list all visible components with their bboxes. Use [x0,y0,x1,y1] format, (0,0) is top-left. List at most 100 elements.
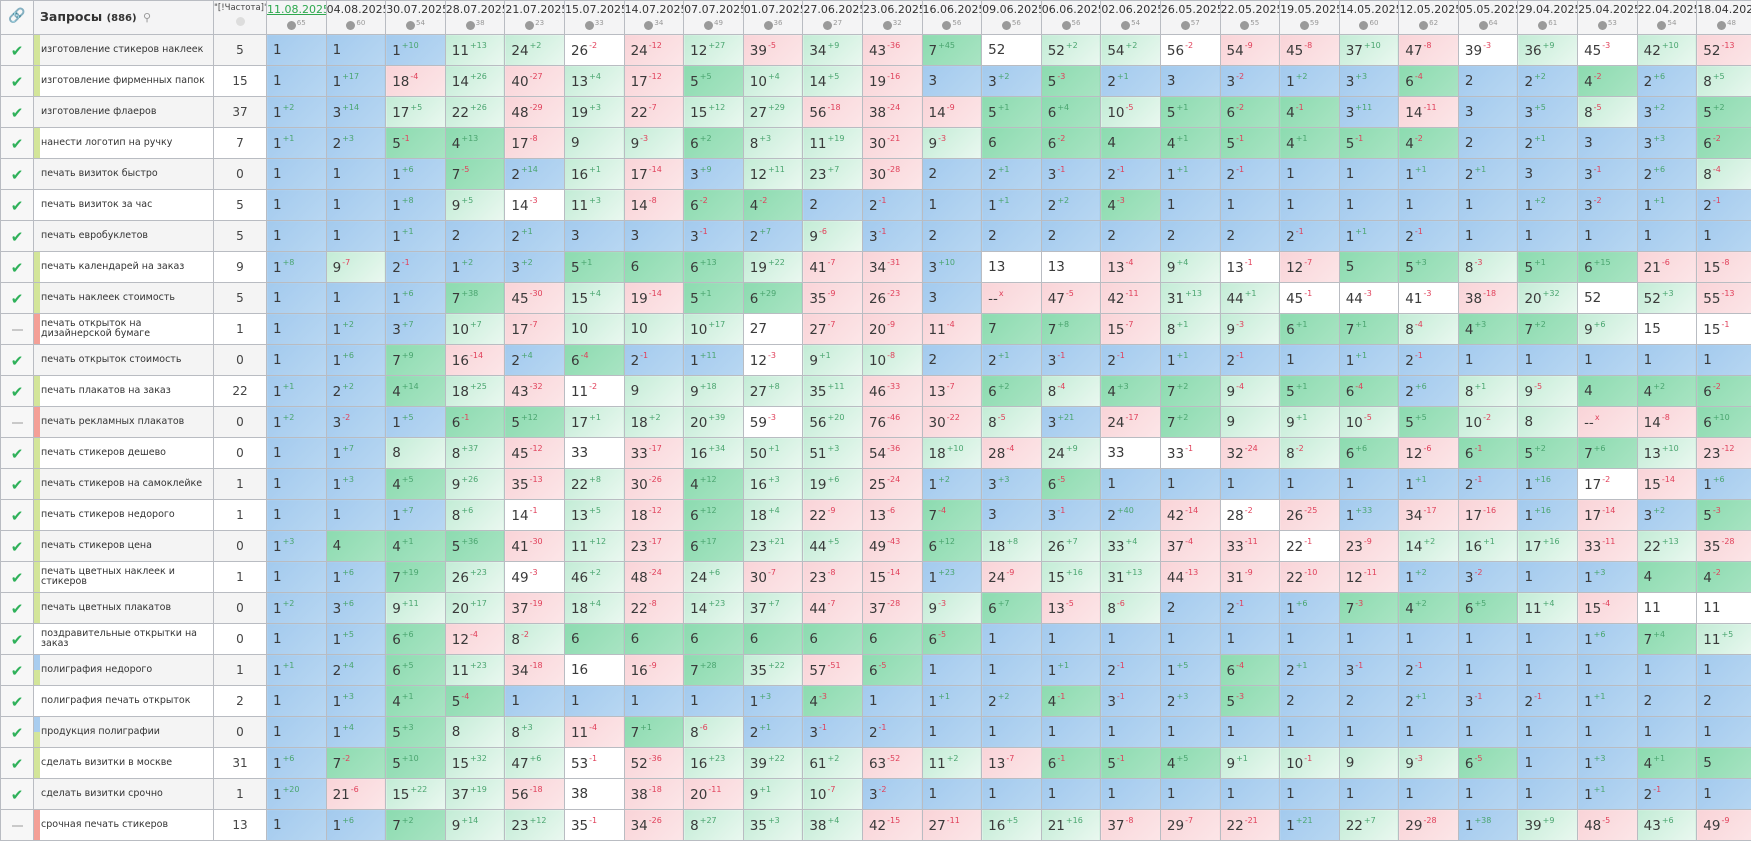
position-cell[interactable]: 21-6 [326,779,386,810]
position-cell[interactable]: 12-11 [1339,562,1399,593]
position-cell[interactable]: 16+5 [982,810,1042,841]
position-cell[interactable]: 1 [1101,717,1161,748]
position-cell[interactable]: 8-2 [505,624,565,655]
position-cell[interactable]: 4-2 [1697,562,1751,593]
position-cell[interactable]: 1+6 [1280,593,1340,624]
position-cell[interactable]: 12-3 [743,345,803,376]
position-cell[interactable]: 1+8 [386,190,446,221]
position-cell[interactable]: 8-3 [1458,252,1518,283]
position-cell[interactable]: 24-12 [624,35,684,66]
position-cell[interactable]: 48-5 [1578,810,1638,841]
position-cell[interactable]: 5-1 [1220,128,1280,159]
position-cell[interactable]: 3-1 [684,221,744,252]
position-cell[interactable]: 3 [1518,159,1578,190]
position-cell[interactable]: 10+17 [684,314,744,345]
position-cell[interactable]: 21-6 [1637,252,1697,283]
position-cell[interactable]: 1 [1518,748,1578,779]
query-cell[interactable]: печать стикеров цена [34,531,214,562]
position-cell[interactable]: 26-2 [564,35,624,66]
position-cell[interactable]: 3-1 [1458,686,1518,717]
position-cell[interactable]: 1 [1399,624,1459,655]
position-cell[interactable]: 15+32 [445,748,505,779]
position-cell[interactable]: 11-2 [564,376,624,407]
position-cell[interactable]: 12-6 [1399,438,1459,469]
position-cell[interactable]: 6+12 [922,531,982,562]
position-cell[interactable]: 14-9 [922,97,982,128]
position-cell[interactable]: 15+4 [564,283,624,314]
position-cell[interactable]: 37-4 [1160,531,1220,562]
position-cell[interactable]: 8-4 [1399,314,1459,345]
status-cell[interactable]: ✔ [1,159,34,190]
query-cell[interactable]: печать наклеек стоимость [34,283,214,314]
position-cell[interactable]: 10 [624,314,684,345]
position-cell[interactable]: 1 [1339,159,1399,190]
checkmark-icon[interactable]: ✔ [11,228,24,246]
position-cell[interactable]: 3+11 [1339,97,1399,128]
position-cell[interactable]: 51+3 [803,438,863,469]
position-cell[interactable]: 17-2 [1578,469,1638,500]
position-cell[interactable]: 3-2 [1458,562,1518,593]
position-cell[interactable]: 3+2 [1637,97,1697,128]
position-cell[interactable]: 1 [1458,190,1518,221]
position-cell[interactable]: 1+2 [1518,190,1578,221]
position-cell[interactable]: 1 [1339,717,1399,748]
position-cell[interactable]: 23+7 [803,159,863,190]
position-cell[interactable]: 17+1 [564,407,624,438]
position-cell[interactable]: 15-7 [1101,314,1161,345]
position-cell[interactable]: 2+3 [326,128,386,159]
position-cell[interactable]: 2+1 [1399,686,1459,717]
position-cell[interactable]: 10+7 [445,314,505,345]
position-cell[interactable]: 9+6 [1578,314,1638,345]
position-cell[interactable]: 4+2 [1399,593,1459,624]
position-cell[interactable]: 6 [803,624,863,655]
position-cell[interactable]: 1 [267,345,327,376]
position-cell[interactable]: 3-2 [862,779,922,810]
position-cell[interactable]: 3 [1578,128,1638,159]
position-cell[interactable]: 45-1 [1280,283,1340,314]
checkmark-icon[interactable]: ✔ [11,290,24,308]
position-cell[interactable]: 6-4 [1339,376,1399,407]
position-cell[interactable]: 2+2 [982,686,1042,717]
checkmark-icon[interactable]: ✔ [11,569,24,587]
position-cell[interactable]: 1+11 [684,345,744,376]
position-cell[interactable]: 2+6 [1637,159,1697,190]
position-cell[interactable]: 14-1 [505,500,565,531]
position-cell[interactable]: 27-11 [922,810,982,841]
position-cell[interactable]: 1 [267,66,327,97]
position-cell[interactable]: 8+5 [1697,66,1751,97]
position-cell[interactable]: 16+34 [684,438,744,469]
position-cell[interactable]: 2 [1339,686,1399,717]
position-cell[interactable]: 40-27 [505,66,565,97]
position-cell[interactable]: 10-7 [803,779,863,810]
position-cell[interactable]: 5-3 [1220,686,1280,717]
position-cell[interactable]: 1 [922,190,982,221]
position-cell[interactable]: 1 [1160,624,1220,655]
position-cell[interactable]: 26+23 [445,562,505,593]
position-cell[interactable]: 22+7 [1339,810,1399,841]
dash-icon[interactable] [12,422,23,424]
position-cell[interactable]: 1 [1399,190,1459,221]
position-cell[interactable]: 1+6 [326,345,386,376]
position-cell[interactable]: 9+1 [1220,748,1280,779]
position-cell[interactable]: 76-46 [862,407,922,438]
position-cell[interactable]: 23-9 [1339,531,1399,562]
position-cell[interactable]: 1 [1518,345,1578,376]
position-cell[interactable]: 5+5 [684,66,744,97]
position-cell[interactable]: 1+1 [1339,221,1399,252]
position-cell[interactable]: 1 [1637,655,1697,686]
position-cell[interactable]: 19-14 [624,283,684,314]
position-cell[interactable]: 11-4 [564,717,624,748]
checkmark-icon[interactable]: ✔ [11,755,24,773]
position-cell[interactable]: 5+36 [445,531,505,562]
position-cell[interactable]: 4-3 [1101,190,1161,221]
position-cell[interactable]: 2 [1280,686,1340,717]
position-cell[interactable]: 2-1 [1458,469,1518,500]
query-cell[interactable]: поздравительные открытки на заказ [34,624,214,655]
position-cell[interactable]: 34-26 [624,810,684,841]
position-cell[interactable]: 43+6 [1637,810,1697,841]
position-cell[interactable]: 4+1 [1280,128,1340,159]
position-cell[interactable]: 2 [922,159,982,190]
position-cell[interactable]: 1 [1578,221,1638,252]
position-cell[interactable]: 1 [982,624,1042,655]
